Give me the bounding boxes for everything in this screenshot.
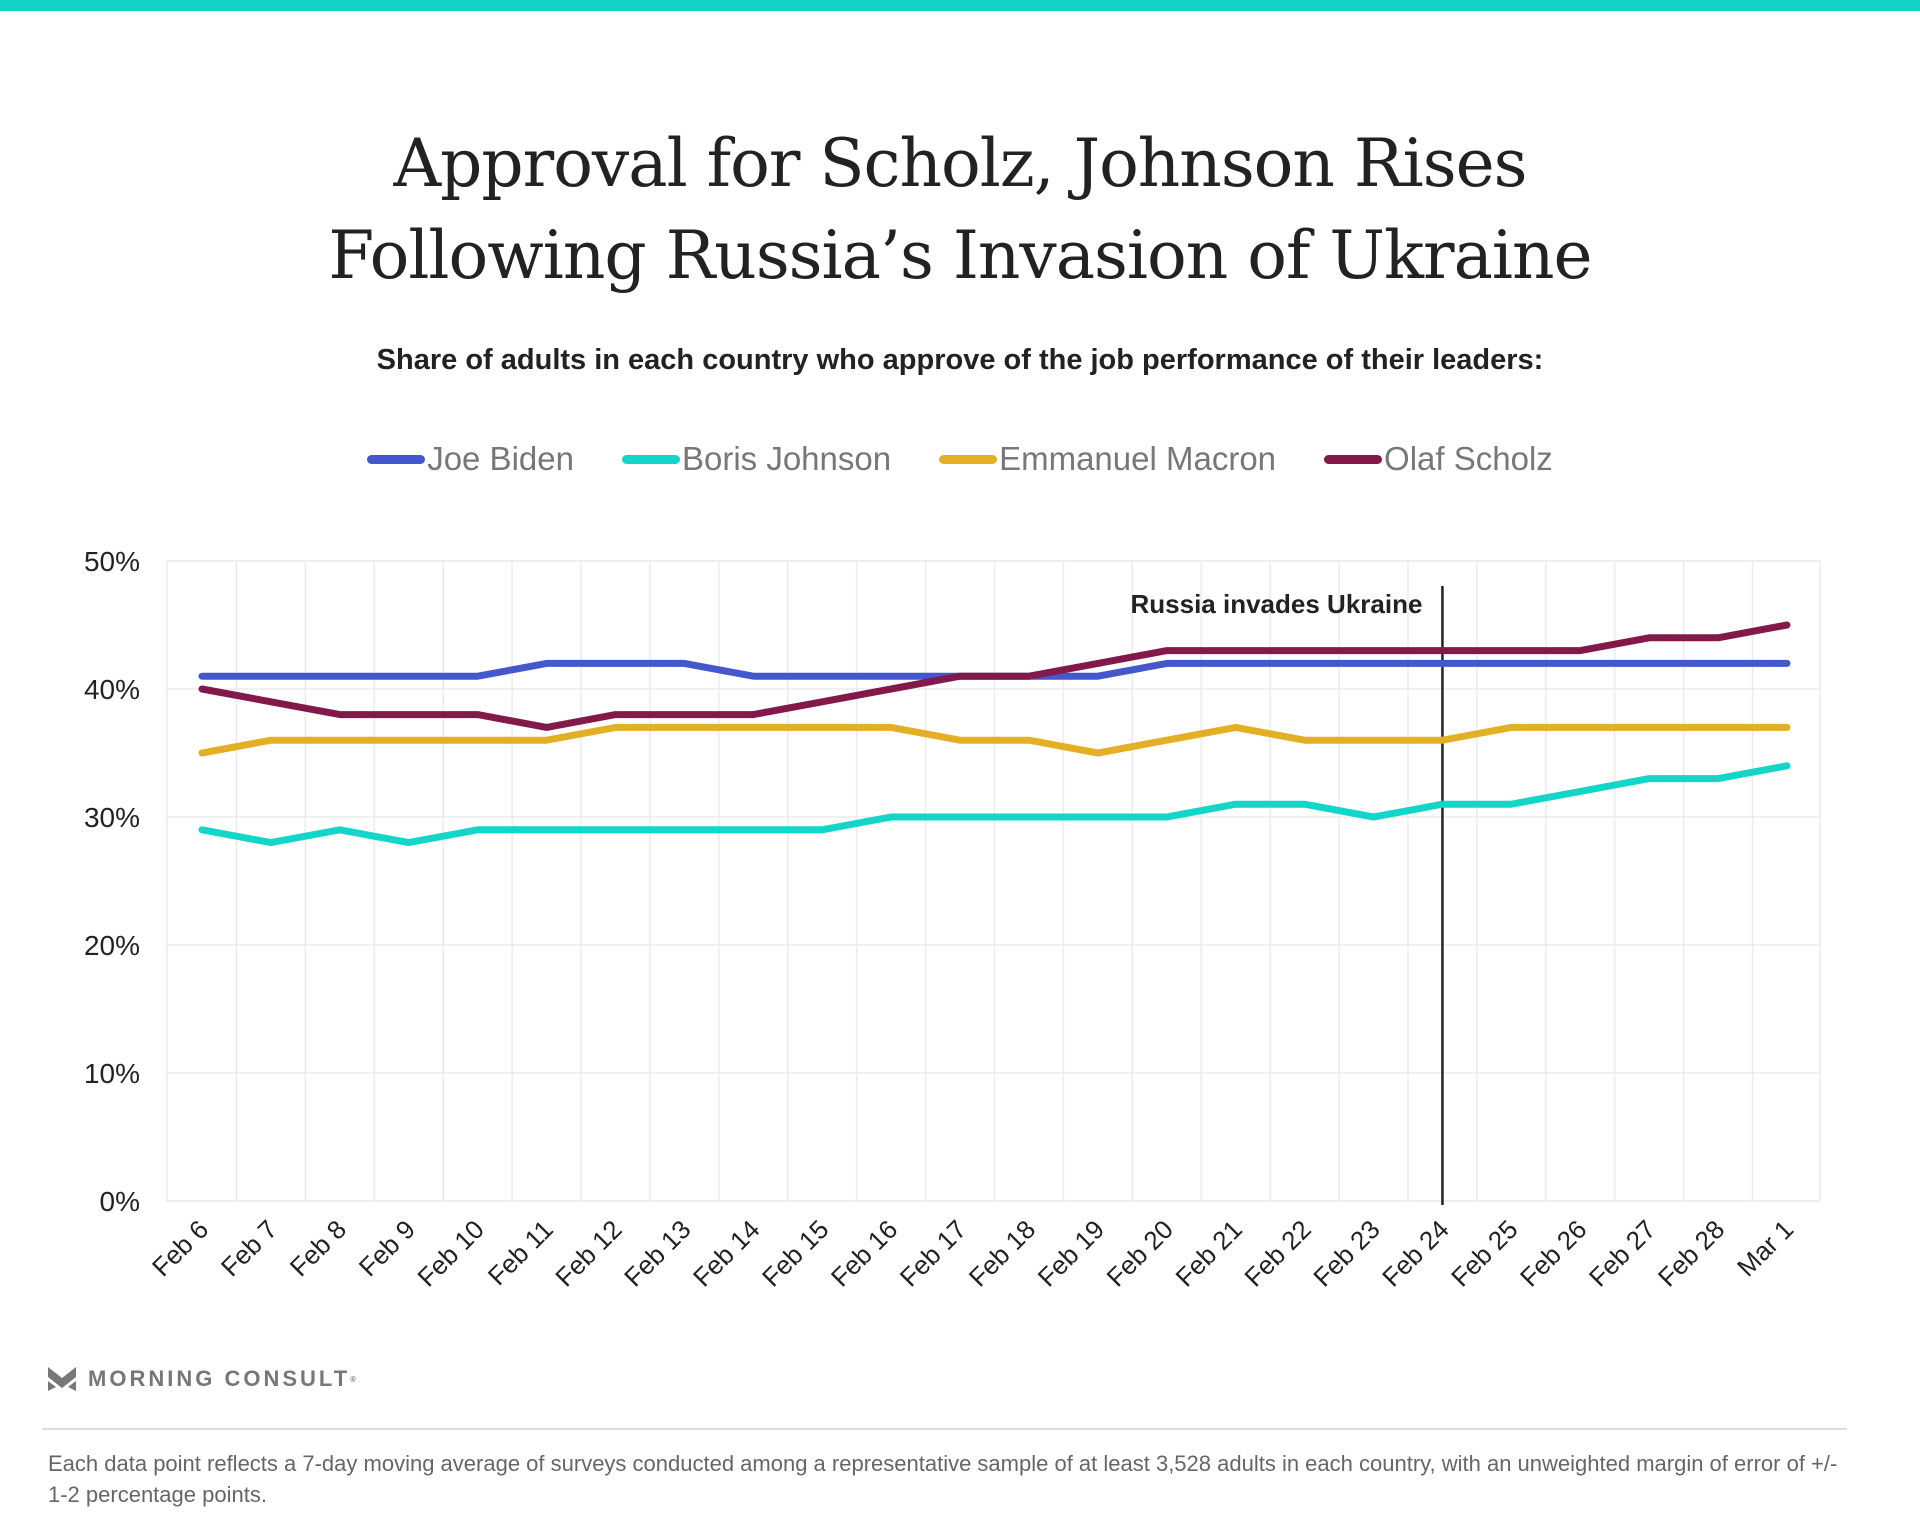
registered-mark: ® bbox=[350, 1374, 357, 1384]
legend-label-biden: Joe Biden bbox=[427, 440, 574, 477]
chart-title-line-2: Following Russia’s Invasion of Ukraine bbox=[328, 217, 1592, 294]
annotation-label: Russia invades Ukraine bbox=[1131, 589, 1423, 619]
y-tick-label: 50% bbox=[84, 546, 140, 577]
x-tick-label: Feb 24 bbox=[1376, 1214, 1454, 1292]
y-tick-label: 40% bbox=[84, 674, 140, 705]
legend-item-johnson: Boris Johnson bbox=[621, 440, 892, 478]
y-tick-label: 10% bbox=[84, 1058, 140, 1089]
x-tick-label: Feb 7 bbox=[215, 1214, 283, 1282]
x-tick-label: Feb 17 bbox=[894, 1214, 972, 1292]
x-tick-label: Feb 11 bbox=[482, 1214, 559, 1291]
y-tick-label: 30% bbox=[84, 802, 140, 833]
x-tick-label: Feb 27 bbox=[1583, 1214, 1661, 1292]
legend-item-macron: Emmanuel Macron bbox=[939, 440, 1276, 478]
chart-title-line-1: Approval for Scholz, Johnson Rises bbox=[393, 125, 1527, 202]
series-line-emmanuel-macron bbox=[198, 723, 1791, 757]
legend-label-macron: Emmanuel Macron bbox=[999, 440, 1277, 477]
x-tick-label: Feb 25 bbox=[1445, 1214, 1523, 1292]
x-tick-label: Feb 16 bbox=[825, 1214, 903, 1292]
brand-logo: MORNING CONSULT ® bbox=[48, 1366, 356, 1392]
x-tick-label: Feb 19 bbox=[1032, 1214, 1110, 1292]
legend-swatch-biden bbox=[367, 454, 426, 464]
legend-item-scholz: Olaf Scholz bbox=[1324, 440, 1553, 478]
legend-swatch-macron bbox=[939, 454, 998, 464]
top-accent-bar bbox=[0, 0, 1920, 11]
y-tick-label: 20% bbox=[84, 930, 140, 961]
brand-name: MORNING CONSULT bbox=[88, 1366, 351, 1391]
legend-swatch-johnson bbox=[621, 454, 680, 464]
legend-swatch-scholz bbox=[1324, 454, 1383, 464]
x-tick-label: Feb 10 bbox=[411, 1214, 489, 1292]
x-tick-label: Feb 15 bbox=[756, 1214, 834, 1292]
x-tick-label: Feb 18 bbox=[963, 1214, 1041, 1292]
series-line-boris-johnson bbox=[198, 762, 1791, 847]
x-tick-label: Feb 6 bbox=[146, 1214, 214, 1282]
grid bbox=[166, 560, 1821, 1202]
x-tick-label: Feb 8 bbox=[284, 1214, 352, 1282]
plot-frame bbox=[166, 560, 1821, 1202]
legend-label-johnson: Boris Johnson bbox=[681, 440, 892, 477]
chart-subtitle: Share of adults in each country who appr… bbox=[376, 344, 1544, 376]
series-line-olaf-scholz bbox=[198, 621, 1791, 731]
x-tick-label: Mar 1 bbox=[1731, 1214, 1799, 1282]
y-tick-label: 0% bbox=[100, 1186, 140, 1217]
chevron-m-logo-icon bbox=[48, 1367, 76, 1391]
chart-title: Approval for Scholz, Johnson Rises Follo… bbox=[0, 118, 1920, 302]
x-tick-label: Feb 28 bbox=[1652, 1214, 1730, 1292]
y-axis: 0% 10% 20% 30% 40% 50% bbox=[84, 546, 140, 1217]
x-tick-label: Feb 26 bbox=[1514, 1214, 1592, 1292]
annotation: Russia invades Ukraine bbox=[1131, 586, 1444, 1205]
x-tick-label: Feb 22 bbox=[1238, 1214, 1316, 1292]
legend: Joe Biden Boris Johnson Emmanuel Macron … bbox=[0, 440, 1920, 478]
legend-item-biden: Joe Biden bbox=[367, 440, 574, 478]
line-chart: 0%10%20%30%40%50% Feb 6 Feb 7 Feb 8 Feb 9Fe… bbox=[84, 546, 1821, 1292]
footnote: Each data point reflects a 7-day moving … bbox=[48, 1451, 1838, 1507]
x-tick-label: Feb 12 bbox=[549, 1214, 627, 1292]
x-tick-label: Feb 13 bbox=[618, 1214, 696, 1292]
x-tick-label: Feb 9 bbox=[353, 1214, 421, 1282]
x-tick-label: Feb 20 bbox=[1101, 1214, 1179, 1292]
x-tick-label: Feb 14 bbox=[687, 1214, 765, 1292]
x-tick-label: Feb 23 bbox=[1307, 1214, 1385, 1292]
footer-divider bbox=[42, 1428, 1847, 1430]
series-lines bbox=[198, 621, 1791, 847]
legend-label-scholz: Olaf Scholz bbox=[1384, 440, 1553, 477]
x-tick-label: Feb 21 bbox=[1169, 1214, 1247, 1292]
